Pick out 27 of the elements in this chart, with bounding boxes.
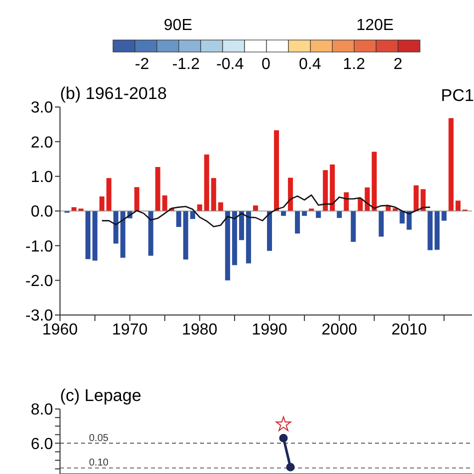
y-tick-label: 3.0 — [30, 100, 54, 117]
chart-title: (b) 1961-2018 — [60, 84, 167, 104]
text: -0.4 — [216, 56, 244, 73]
text: -1.2 — [172, 56, 200, 73]
text: -2 — [134, 56, 150, 73]
y-tick-label: 0.0 — [30, 204, 54, 221]
y-tick-label: -1.0 — [25, 238, 54, 256]
text: 90E — [164, 17, 192, 34]
y-tick-label: 6.0 — [30, 436, 54, 453]
text: 120E — [356, 17, 394, 34]
x-tick-label: 1970 — [112, 321, 148, 338]
y-tick-label: 1.0 — [30, 169, 54, 186]
text: PC1 — [440, 86, 474, 106]
x-tick-label: 2000 — [322, 321, 358, 338]
chart-title: (c) Lepage — [60, 386, 142, 406]
text: 0.4 — [298, 56, 322, 73]
annotation: 0.05 — [89, 432, 109, 444]
x-tick-label: 1990 — [252, 321, 288, 338]
text: 0 — [262, 56, 271, 73]
text: 1.2 — [342, 56, 366, 73]
y-tick-label: 2.0 — [30, 134, 54, 152]
x-tick-label: 1980 — [182, 321, 218, 338]
text: 2 — [394, 56, 403, 73]
y-tick-label: -2.0 — [25, 273, 54, 290]
x-tick-label: 2010 — [391, 321, 428, 338]
y-tick-label: 8.0 — [30, 402, 54, 419]
annotation: 0.10 — [89, 458, 109, 469]
